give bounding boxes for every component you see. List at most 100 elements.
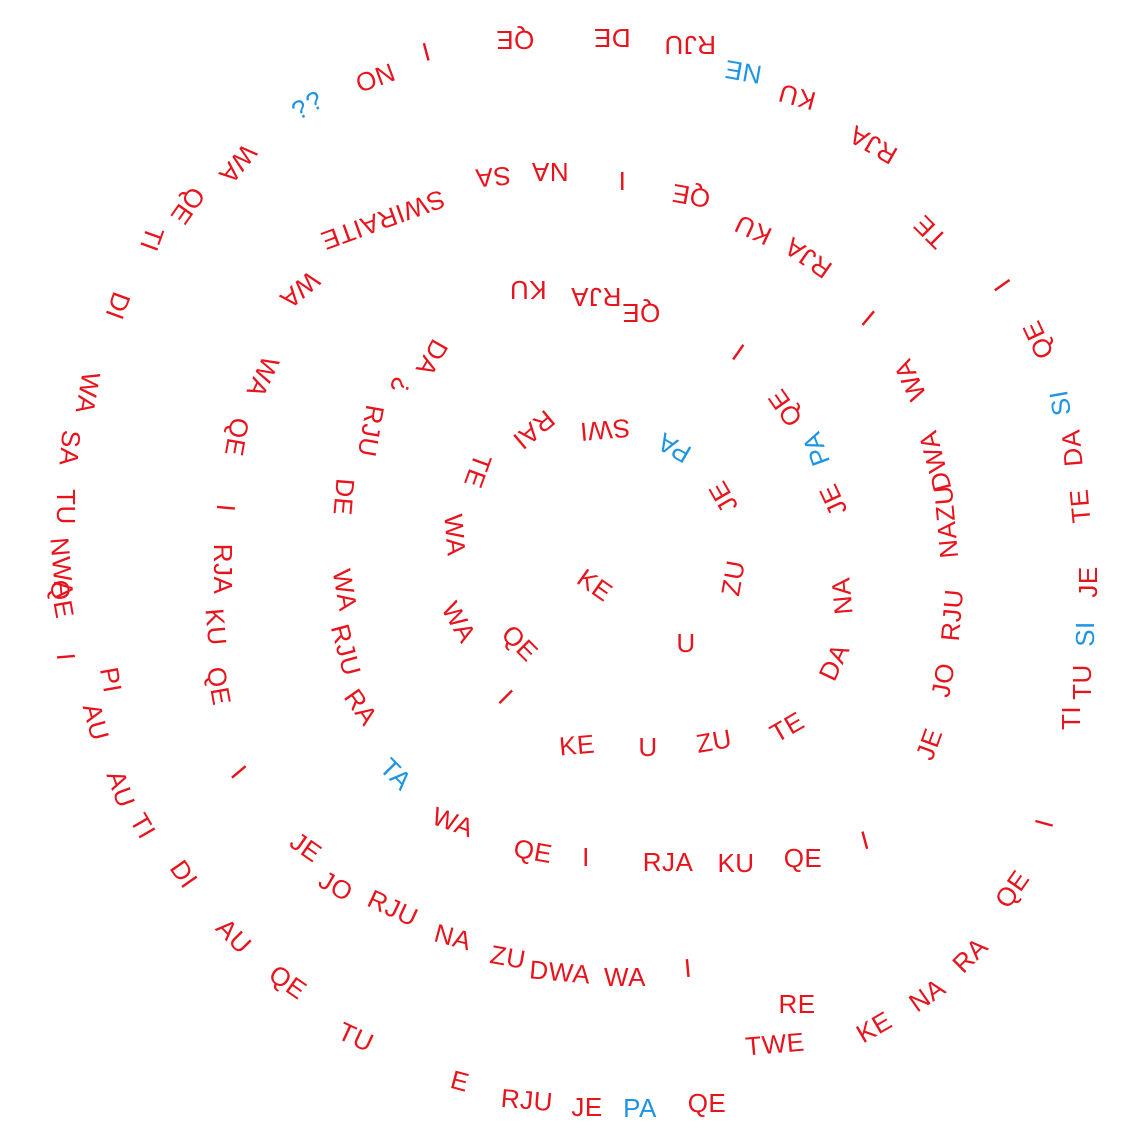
spiral-word: KE xyxy=(571,562,619,608)
spiral-word: JO xyxy=(313,864,359,908)
spiral-word: I xyxy=(418,36,434,68)
spiral-word: DI xyxy=(99,288,137,324)
spiral-word: TI xyxy=(1056,705,1086,731)
spiral-word: WA xyxy=(326,566,364,614)
spiral-word: RJU xyxy=(663,30,717,60)
spiral-word: RJU xyxy=(934,587,970,643)
spiral-word: SA xyxy=(473,160,513,194)
spiral-word: QE xyxy=(687,1088,727,1118)
spiral-word: I xyxy=(50,651,82,663)
spiral-word: JE xyxy=(1073,566,1103,598)
spiral-word: RJU xyxy=(499,1082,555,1118)
spiral-word: ZU xyxy=(487,939,529,975)
spiral-word: NE xyxy=(722,54,764,90)
spiral-word: TU xyxy=(51,489,81,525)
spiral-word: RJA xyxy=(778,231,838,285)
spiral-word: SA xyxy=(53,428,87,468)
spiral-word: ¿¿ xyxy=(287,87,331,131)
spiral-word: E xyxy=(447,1064,473,1098)
spiral-word: PA xyxy=(796,428,836,470)
spiral-word: JE xyxy=(812,479,854,521)
spiral-word: TE xyxy=(1063,487,1097,525)
spiral-word: PA xyxy=(651,426,697,470)
spiral-word: KE xyxy=(557,728,597,762)
spiral-word: QE xyxy=(621,298,661,328)
spiral-word: KU xyxy=(199,607,233,647)
spiral-word: QE xyxy=(495,618,545,668)
spiral-word: WA xyxy=(438,512,472,558)
spiral-word: KE xyxy=(851,1005,897,1049)
spiral-word: TE xyxy=(458,449,498,493)
spiral-word: WA xyxy=(435,596,483,648)
spiral-word: RJA xyxy=(843,119,903,171)
spiral-word: DE xyxy=(327,477,361,517)
spiral-word: AU xyxy=(210,912,258,960)
spiral-word: QE xyxy=(669,177,713,215)
spiral-word: TI xyxy=(123,808,163,844)
spiral-word: DWA xyxy=(912,427,958,495)
spiral-word: I xyxy=(857,824,873,856)
spiral-word: SWIRAITE xyxy=(316,183,450,257)
spiral-word: KU xyxy=(775,77,819,117)
spiral-word: RJA xyxy=(208,543,238,595)
spiral-word: QE xyxy=(200,664,238,708)
spiral-word: AU xyxy=(100,766,142,812)
spiral-word: NA xyxy=(825,576,859,616)
spiral-word: I xyxy=(987,273,1017,297)
spiral-word: NA xyxy=(531,157,569,187)
spiral-word: JE xyxy=(909,724,949,764)
spiral-word: TE xyxy=(907,209,953,255)
spiral-word: QE xyxy=(218,415,256,459)
spiral-word: RA xyxy=(946,931,994,979)
spiral-word: DA xyxy=(1055,428,1089,468)
spiral-word: QE xyxy=(761,383,809,433)
spiral-word: RA xyxy=(338,683,384,731)
spiral-word: KU xyxy=(729,208,777,252)
spiral-word: WA xyxy=(887,354,933,406)
spiral-word: JE xyxy=(571,1092,603,1122)
spiral-word: RJA xyxy=(570,282,622,312)
spiral-word: QE xyxy=(495,25,535,55)
spiral-word: PI xyxy=(94,664,128,696)
spiral-word: TU xyxy=(1067,664,1097,700)
spiral-word: SWI xyxy=(578,412,632,448)
spiral-word: I xyxy=(726,337,750,367)
spiral-word: JE xyxy=(702,475,744,519)
spiral-word: ZU xyxy=(693,723,735,759)
spiral-word: WA xyxy=(240,351,286,403)
spiral-word: U xyxy=(676,628,696,658)
spiral-word: DWA xyxy=(528,954,592,990)
spiral-word: QE xyxy=(164,181,212,231)
spiral-word: I xyxy=(1028,815,1060,831)
spiral-word: KU xyxy=(509,275,547,305)
spiral-word: KU xyxy=(717,848,755,878)
spiral-word: I xyxy=(618,166,626,196)
spiral-word: RJU xyxy=(324,620,368,680)
spiral-word: AU xyxy=(76,700,116,744)
spiral-word: QE xyxy=(43,577,81,621)
spiral-word: DI xyxy=(163,854,205,894)
spiral-word: I xyxy=(682,952,694,984)
spiral-word: RJA xyxy=(642,847,694,877)
spiral-word: JO xyxy=(925,660,961,700)
spiral-word: U xyxy=(638,732,658,762)
spiral-word: WA xyxy=(428,800,478,844)
spiral-word: I xyxy=(855,304,881,332)
spiral-word: QE xyxy=(783,843,823,873)
spiral-word: NO xyxy=(351,57,399,99)
spiral-word: JE xyxy=(284,825,328,869)
spiral-word: I xyxy=(582,842,590,872)
spiral-word: NA xyxy=(431,917,475,957)
spiral-word: DA xyxy=(812,638,856,686)
spiral-word: QE xyxy=(1016,316,1060,364)
spiral-word: SI xyxy=(1070,621,1100,647)
spiral-word: NA xyxy=(903,972,951,1018)
spiral-word: WA xyxy=(213,138,263,190)
spiral-word: TE xyxy=(764,705,810,749)
spiral-word: NAZU xyxy=(927,484,965,560)
spiral-word: QE xyxy=(988,864,1036,914)
spiral-word: RJU xyxy=(351,402,391,460)
spiral-word: TWE xyxy=(744,1026,806,1062)
spiral-word: ZU xyxy=(715,557,751,599)
